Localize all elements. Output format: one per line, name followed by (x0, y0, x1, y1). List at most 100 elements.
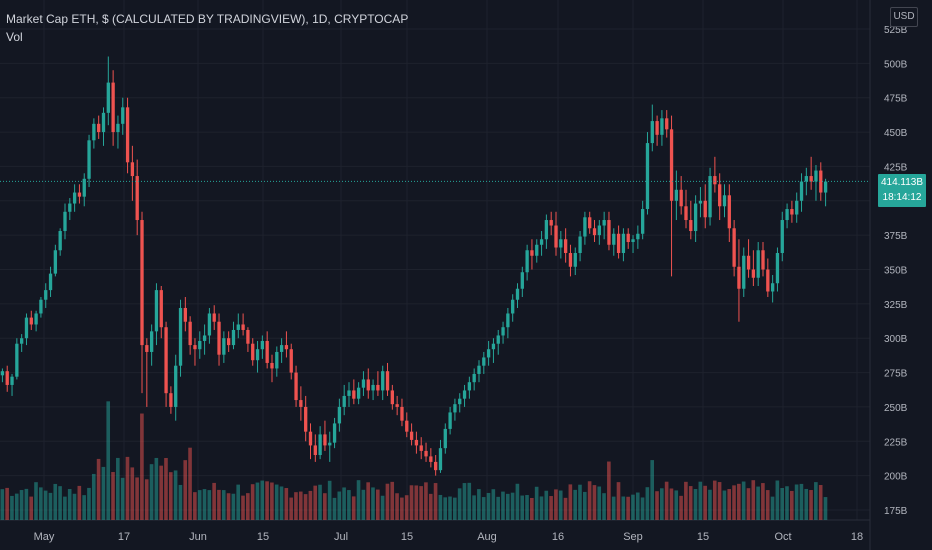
candle-body[interactable] (770, 283, 775, 292)
candle-body[interactable] (790, 209, 794, 215)
candle-body[interactable] (337, 406, 342, 424)
candle-body[interactable] (251, 343, 255, 361)
candle-body[interactable] (159, 290, 163, 328)
candle-body[interactable] (689, 220, 693, 232)
candle-body[interactable] (381, 371, 385, 391)
candle-body[interactable] (270, 362, 274, 369)
candle-body[interactable] (814, 170, 818, 182)
candle-body[interactable] (405, 420, 409, 432)
candle-body[interactable] (145, 345, 149, 352)
candle-body[interactable] (491, 343, 496, 350)
candle-body[interactable] (275, 351, 279, 369)
candle-body[interactable] (458, 398, 462, 405)
candle-body[interactable] (650, 121, 654, 144)
candle-body[interactable] (169, 393, 173, 407)
candle-body[interactable] (188, 321, 192, 346)
candle-body[interactable] (679, 189, 683, 207)
candle-body[interactable] (366, 379, 370, 391)
candle-body[interactable] (775, 253, 780, 284)
candle-body[interactable] (477, 365, 481, 374)
candle-body[interactable] (236, 324, 240, 330)
candle-body[interactable] (241, 324, 245, 330)
candle-body[interactable] (462, 390, 467, 399)
candle-body[interactable] (97, 123, 101, 133)
currency-button[interactable]: USD (890, 7, 918, 27)
candle-body[interactable] (544, 220, 549, 240)
candle-body[interactable] (125, 107, 130, 163)
candle-body[interactable] (506, 313, 510, 328)
candle-body[interactable] (746, 255, 751, 270)
candle-body[interactable] (289, 349, 293, 373)
symbol-title[interactable]: Market Cap ETH, $ (CALCULATED BY TRADING… (6, 12, 409, 26)
candle-body[interactable] (174, 365, 178, 407)
candle-body[interactable] (583, 217, 587, 237)
candle-body[interactable] (87, 140, 91, 179)
candle-body[interactable] (294, 372, 298, 401)
candle-body[interactable] (539, 239, 544, 245)
candle-body[interactable] (727, 195, 731, 229)
candle-body[interactable] (183, 307, 187, 322)
candle-body[interactable] (563, 239, 568, 254)
candle-body[interactable] (10, 376, 14, 385)
candle-body[interactable] (602, 220, 606, 226)
candle-body[interactable] (34, 313, 38, 325)
candle-body[interactable] (554, 225, 558, 248)
candle-body[interactable] (766, 269, 770, 292)
candle-body[interactable] (111, 82, 115, 133)
candle-body[interactable] (515, 288, 520, 300)
candle-body[interactable] (511, 299, 515, 314)
candle-body[interactable] (698, 200, 703, 204)
candle-body[interactable] (217, 321, 221, 355)
candle-body[interactable] (568, 253, 573, 267)
candle-body[interactable] (164, 327, 168, 394)
candle-body[interactable] (703, 200, 707, 218)
candle-body[interactable] (780, 220, 784, 254)
candle-body[interactable] (785, 209, 789, 221)
candle-body[interactable] (409, 431, 414, 440)
candle-body[interactable] (588, 217, 592, 229)
candle-body[interactable] (198, 340, 202, 350)
candle-body[interactable] (414, 439, 419, 446)
candle-body[interactable] (39, 299, 43, 314)
candle-body[interactable] (722, 195, 727, 207)
candle-body[interactable] (530, 250, 534, 256)
candle-body[interactable] (72, 192, 77, 204)
candle-body[interactable] (178, 307, 183, 366)
candle-body[interactable] (313, 445, 317, 456)
candle-body[interactable] (44, 290, 48, 300)
candle-body[interactable] (549, 220, 553, 226)
candle-body[interactable] (641, 209, 645, 234)
candle-body[interactable] (53, 250, 58, 274)
candle-body[interactable] (655, 121, 659, 135)
candle-body[interactable] (82, 178, 86, 197)
candle-body[interactable] (448, 412, 452, 429)
candle-body[interactable] (496, 335, 500, 344)
candle-body[interactable] (323, 434, 327, 446)
candle-body[interactable] (742, 255, 746, 289)
candle-body[interactable] (92, 123, 96, 141)
candle-body[interactable] (665, 118, 669, 130)
candle-body[interactable] (626, 233, 630, 243)
candle-body[interactable] (693, 203, 698, 232)
candle-body[interactable] (819, 170, 823, 193)
candle-body[interactable] (20, 338, 24, 344)
candle-body[interactable] (520, 272, 524, 289)
candle-body[interactable] (222, 338, 226, 355)
candle-body[interactable] (106, 82, 110, 113)
candle-body[interactable] (231, 329, 236, 346)
candle-body[interactable] (58, 231, 62, 251)
candle-body[interactable] (799, 181, 804, 201)
candle-body[interactable] (149, 331, 154, 352)
candle-body[interactable] (342, 395, 346, 407)
candle-body[interactable] (660, 118, 664, 135)
candle-body[interactable] (29, 317, 33, 325)
candle-body[interactable] (260, 340, 265, 350)
candle-body[interactable] (443, 428, 447, 449)
candle-body[interactable] (674, 189, 679, 201)
candle-body[interactable] (395, 404, 399, 407)
candle-body[interactable] (804, 176, 808, 182)
candle-body[interactable] (453, 404, 457, 413)
candle-body[interactable] (5, 371, 9, 385)
candle-body[interactable] (0, 371, 5, 376)
